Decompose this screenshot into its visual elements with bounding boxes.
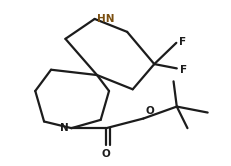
Text: F: F: [179, 65, 186, 75]
Text: O: O: [101, 149, 110, 159]
Text: F: F: [178, 37, 185, 46]
Text: O: O: [145, 106, 153, 116]
Text: N: N: [60, 123, 68, 133]
Text: HN: HN: [97, 14, 114, 24]
